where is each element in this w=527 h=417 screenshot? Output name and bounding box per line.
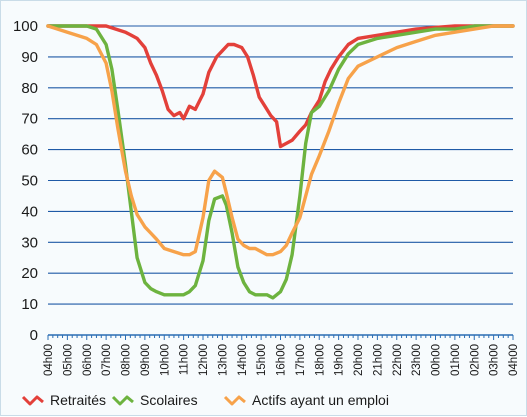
x-tick-label: 01h00 [450, 344, 462, 376]
x-tick-label: 09h00 [140, 344, 152, 376]
x-tick-label: 22h00 [392, 344, 404, 376]
legend-swatch [111, 395, 134, 406]
y-tick-label: 90 [21, 49, 38, 66]
x-axis [47, 334, 514, 340]
y-tick-label: 70 [21, 111, 38, 128]
series-line-0 [46, 24, 515, 149]
y-tick-label: 100 [13, 18, 38, 35]
x-tick-label: 04h00 [508, 344, 520, 376]
x-tick-label: 07h00 [101, 344, 113, 376]
series-line-1 [46, 24, 515, 300]
y-tick-label: 10 [21, 296, 38, 313]
x-tick-label: 10h00 [159, 344, 171, 376]
y-tick-label: 80 [21, 80, 38, 97]
x-tick-label: 00h00 [431, 344, 443, 376]
x-tick-label: 20h00 [353, 344, 365, 376]
y-tick-label: 30 [21, 234, 38, 251]
x-tick-label: 21h00 [372, 344, 384, 376]
gridlines [48, 25, 513, 305]
legend-label: Scolaires [140, 392, 198, 408]
legend-swatch [21, 395, 44, 406]
legend: Retraités Scolaires Actifs ayant un emploi [21, 392, 389, 408]
x-tick-label: 08h00 [121, 344, 133, 376]
x-tick-label: 17h00 [295, 344, 307, 376]
y-tick-label: 20 [21, 265, 38, 282]
x-tick-label: 15h00 [256, 344, 268, 376]
x-tick-label: 02h00 [469, 344, 481, 376]
x-tick-label: 18h00 [314, 344, 326, 376]
x-tick-label: 04h00 [43, 344, 55, 376]
x-tick-label: 14h00 [237, 344, 249, 376]
x-tick-label: 06h00 [82, 344, 94, 376]
x-tick-label: 19h00 [334, 344, 346, 376]
x-tick-label: 12h00 [198, 344, 210, 376]
y-tick-label: 50 [21, 173, 38, 190]
legend-swatch [223, 395, 246, 406]
y-tick-labels: 0 10 20 30 40 50 60 70 80 90 100 [13, 18, 38, 344]
series-lines [46, 24, 515, 300]
x-tick-label: 13h00 [217, 344, 229, 376]
x-tick-label: 16h00 [276, 344, 288, 376]
x-tick-label: 11h00 [179, 344, 191, 375]
legend-label: Retraités [50, 392, 106, 408]
y-tick-label: 0 [30, 327, 38, 344]
x-tick-label: 23h00 [411, 344, 423, 376]
y-tick-label: 60 [21, 142, 38, 159]
x-tick-label: 03h00 [489, 344, 501, 376]
series-line-2 [46, 24, 515, 257]
y-tick-label: 40 [21, 203, 38, 220]
x-tick-label: 05h00 [62, 344, 74, 376]
legend-label: Actifs ayant un emploi [252, 392, 389, 408]
x-tick-labels: 04h00 05h00 06h00 07h00 08h00 09h00 10h00 11h00… [43, 344, 520, 376]
